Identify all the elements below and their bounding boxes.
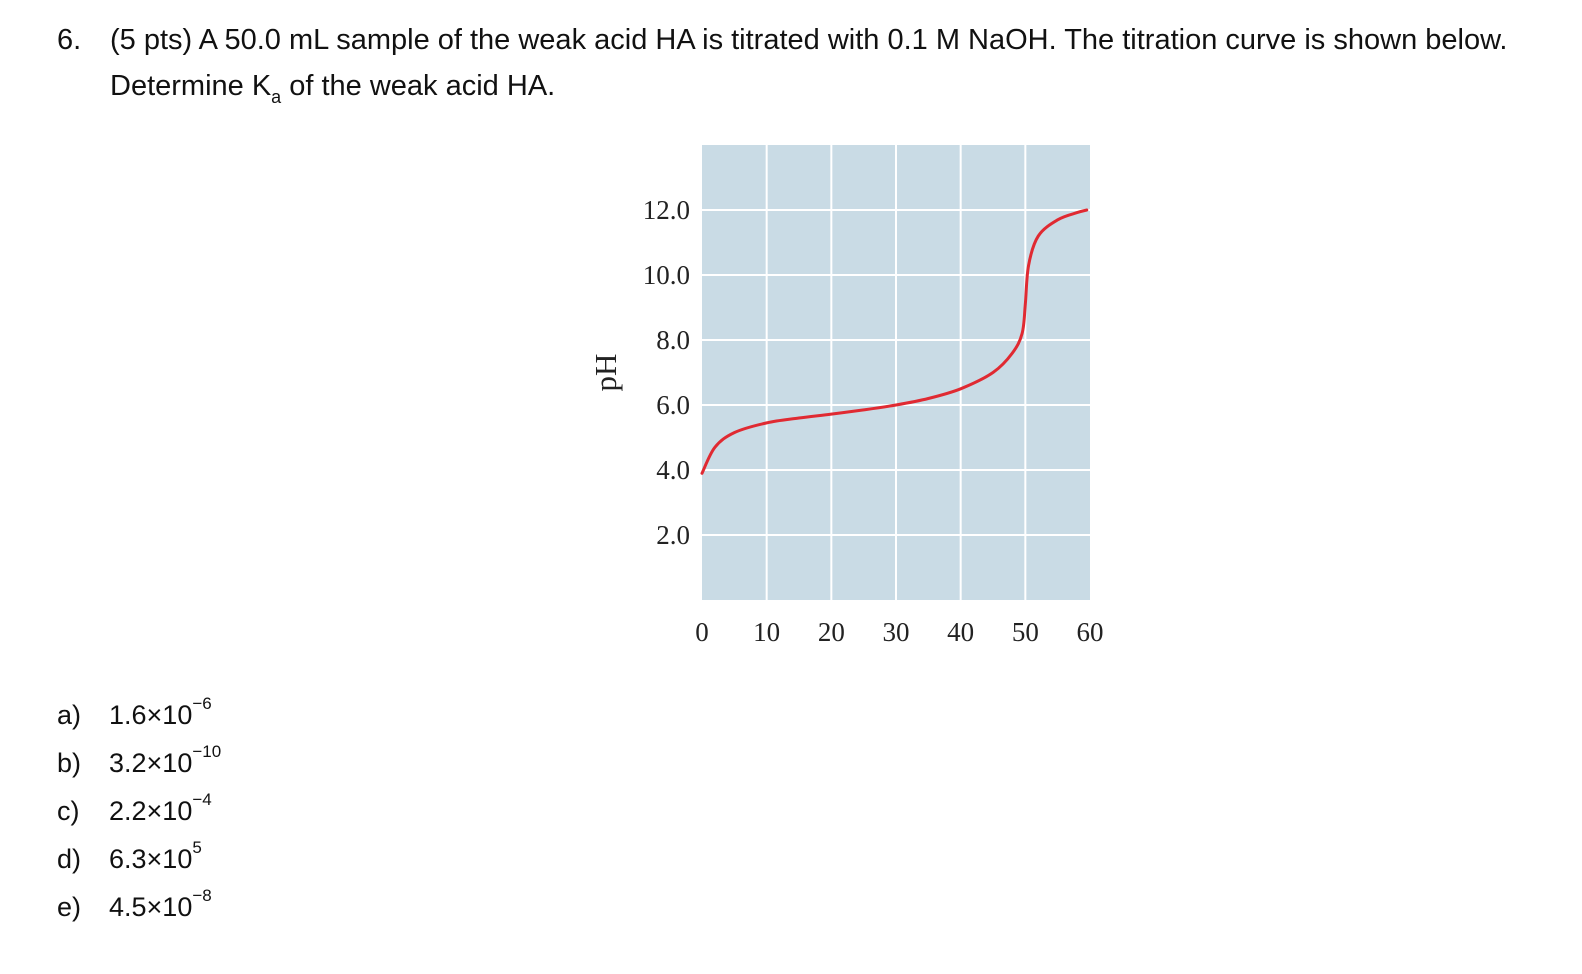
choice-exponent: 5 <box>192 838 202 857</box>
x-tick-labels: 0 10 20 30 40 50 60 <box>695 617 1103 647</box>
choice-letter: a) <box>57 700 82 730</box>
x-tick-label: 0 <box>695 617 709 647</box>
data-point-5 <box>830 412 833 416</box>
data-point-0 <box>700 472 704 475</box>
choice-value: 1.6×10 <box>109 700 193 730</box>
question-line-1: 6. (5 pts) A 50.0 mL sample of the weak a… <box>57 26 1507 55</box>
question-text-2-pre: Determine K <box>110 70 272 102</box>
y-tick-label: 4.0 <box>656 455 690 485</box>
y-axis-label: pH <box>590 354 623 392</box>
data-point-18 <box>1085 208 1088 212</box>
choice-d[interactable]: d) 6.3×105 <box>57 838 202 875</box>
data-point-15 <box>1037 234 1040 238</box>
y-tick-label: 12.0 <box>643 195 690 225</box>
y-tick-label: 6.0 <box>656 390 690 420</box>
x-tick-label: 20 <box>818 617 845 647</box>
data-point-12 <box>1020 332 1024 335</box>
grid-vertical <box>765 145 1027 600</box>
choice-exponent: −6 <box>192 694 212 713</box>
data-points <box>700 208 1088 475</box>
question-text-2-post: of the weak acid HA. <box>281 70 556 102</box>
y-tick-labels: 2.0 4.0 6.0 8.0 10.0 12.0 <box>643 195 690 550</box>
data-point-4 <box>797 416 801 420</box>
choice-letter: e) <box>57 892 82 922</box>
choice-value: 2.2×10 <box>109 796 193 826</box>
question-text: (5 pts) A 50.0 mL sample of the weak aci… <box>110 24 1508 56</box>
choice-a[interactable]: a) 1.6×10−6 <box>57 694 212 731</box>
y-tick-label: 2.0 <box>656 520 690 550</box>
choice-c[interactable]: c) 2.2×10−4 <box>57 790 212 827</box>
x-tick-label: 10 <box>753 617 780 647</box>
choice-exponent: −4 <box>192 790 212 809</box>
choice-exponent: −8 <box>192 886 212 905</box>
question-line-2: Determine Ka of the weak acid HA. <box>110 70 556 107</box>
ka-subscript: a <box>271 87 282 107</box>
choice-value: 4.5×10 <box>109 892 193 922</box>
choice-value: 3.2×10 <box>109 748 193 778</box>
data-point-7 <box>894 403 898 407</box>
data-point-11 <box>1011 351 1014 355</box>
data-point-9 <box>959 387 962 390</box>
choice-letter: b) <box>57 748 82 778</box>
x-tick-label: 40 <box>947 617 974 647</box>
choice-value: 6.3×10 <box>109 844 193 874</box>
x-tick-label: 30 <box>883 617 910 647</box>
grid-horizontal <box>702 209 1090 536</box>
data-point-17 <box>1075 211 1079 214</box>
data-point-2 <box>733 431 736 434</box>
data-point-3 <box>765 421 768 425</box>
choice-exponent: −10 <box>192 742 222 761</box>
x-tick-label: 50 <box>1012 617 1039 647</box>
choice-b[interactable]: b) 3.2×10−10 <box>57 742 221 779</box>
data-point-1 <box>713 446 717 449</box>
y-tick-label: 8.0 <box>656 325 690 355</box>
data-point-16 <box>1056 218 1059 221</box>
titration-curve-chart: 2.0 4.0 6.0 8.0 10.0 12.0 0 10 20 30 40 50 60 pH <box>590 145 1104 647</box>
data-point-8 <box>927 397 930 400</box>
choice-letter: c) <box>57 796 80 826</box>
choice-e[interactable]: e) 4.5×10−8 <box>57 886 212 923</box>
x-tick-label: 60 <box>1077 617 1104 647</box>
y-tick-label: 10.0 <box>643 260 690 290</box>
data-point-6 <box>862 408 865 412</box>
data-point-13 <box>1024 303 1027 306</box>
choice-letter: d) <box>57 844 82 874</box>
question-number: 6. <box>57 24 82 56</box>
data-point-14 <box>1027 264 1030 267</box>
data-point-10 <box>991 371 995 374</box>
